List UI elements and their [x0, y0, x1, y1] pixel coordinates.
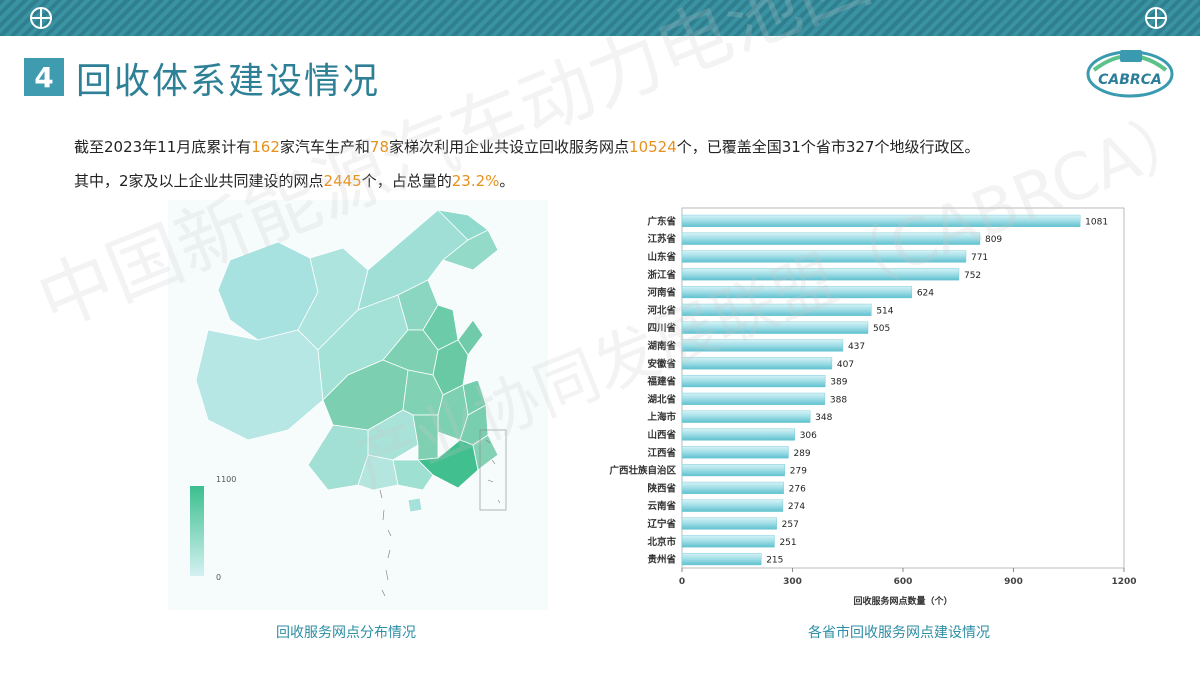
bar: [681, 250, 967, 263]
category-label: 广东省: [647, 215, 676, 227]
page-title: 回收体系建设情况: [76, 61, 381, 102]
bar: [681, 464, 785, 477]
legend-max-label: 1100: [216, 475, 236, 484]
value-label: 407: [837, 360, 854, 370]
value-label: 348: [815, 413, 832, 423]
bar: [681, 410, 811, 423]
category-label: 福建省: [646, 376, 676, 388]
legend-min-label: 0: [216, 573, 221, 582]
value-label: 276: [789, 484, 806, 494]
value-label: 514: [876, 306, 893, 316]
value-label: 279: [790, 467, 807, 477]
x-tick-label: 600: [894, 577, 913, 587]
value-label: 1081: [1085, 217, 1108, 227]
bar: [681, 481, 784, 494]
value-label: 215: [766, 556, 783, 566]
bar: [681, 339, 844, 352]
crosshair-icon: [1145, 7, 1167, 29]
value-label: 306: [800, 431, 817, 441]
bar: [681, 268, 960, 281]
category-label: 贵州省: [647, 554, 676, 566]
bar: [681, 286, 913, 299]
x-tick-label: 1200: [1111, 577, 1136, 587]
summary-line-2: 其中，2家及以上企业共同建设的网点2445个，占总量的23.2%。: [74, 172, 515, 190]
category-label: 广西壮族自治区: [609, 465, 676, 477]
crosshair-icon: [30, 7, 52, 29]
value-label: 752: [964, 271, 981, 281]
category-label: 云南省: [647, 500, 676, 512]
value-label: 389: [830, 378, 847, 388]
category-label: 湖南省: [647, 340, 676, 352]
bar: [681, 499, 784, 512]
cabrca-logo: CABRCA: [1086, 50, 1174, 98]
category-label: 四川省: [647, 322, 676, 334]
bar: [681, 553, 762, 566]
category-label: 上海市: [647, 411, 676, 423]
chart-caption: 各省市回收服务网点建设情况: [808, 625, 990, 641]
category-label: 湖北省: [647, 393, 676, 405]
value-label: 388: [830, 395, 847, 405]
value-label: 257: [782, 520, 799, 530]
bar: [681, 535, 775, 548]
x-axis-label: 回收服务网点数量（个）: [853, 595, 952, 607]
x-tick-label: 900: [1004, 577, 1023, 587]
value-label: 251: [779, 538, 796, 548]
logo-text: CABRCA: [1098, 72, 1162, 88]
category-label: 辽宁省: [647, 518, 676, 530]
category-label: 北京市: [647, 536, 676, 548]
category-label: 江苏省: [647, 233, 676, 245]
value-label: 437: [848, 342, 865, 352]
bar: [681, 392, 826, 405]
bar: [681, 303, 872, 316]
bar: [681, 321, 869, 334]
category-label: 江西省: [647, 447, 676, 459]
bar: [681, 428, 795, 441]
value-label: 771: [971, 253, 988, 263]
x-tick-label: 0: [679, 577, 685, 587]
summary-line-1: 截至2023年11月底累计有162家汽车生产和78家梯次利用企业共设立回收服务网…: [74, 138, 980, 156]
value-label: 809: [985, 235, 1002, 245]
category-label: 河北省: [647, 304, 676, 316]
top-banner: [0, 0, 1200, 36]
map-panel: 1100 0: [168, 200, 548, 610]
category-label: 安徽省: [647, 358, 676, 370]
china-map: 1100 0: [190, 209, 507, 597]
map-caption: 回收服务网点分布情况: [276, 625, 416, 641]
value-label: 505: [873, 324, 890, 334]
category-label: 河南省: [647, 287, 676, 299]
value-label: 289: [793, 449, 810, 459]
bar: [681, 214, 1081, 227]
bar: [681, 375, 826, 388]
bar: [681, 357, 833, 370]
bar: [681, 232, 981, 245]
section-number: 4: [24, 58, 64, 96]
bar-chart: 广东省 1081 江苏省 809 山东省 771 浙江省 752 河南省 624 河北省 514 四川省…: [609, 207, 1137, 607]
bar: [681, 446, 789, 459]
category-label: 山西省: [647, 429, 676, 441]
category-label: 浙江省: [647, 269, 676, 281]
chart-panel: 广东省 1081 江苏省 809 山东省 771 浙江省 752 河南省 624 河北省 514 四川省…: [568, 204, 1140, 616]
x-tick-label: 300: [783, 577, 802, 587]
value-label: 274: [788, 502, 805, 512]
category-label: 陕西省: [647, 482, 676, 494]
category-label: 山东省: [647, 251, 676, 263]
legend-gradient: [190, 486, 204, 576]
bar: [681, 517, 777, 530]
value-label: 624: [917, 289, 934, 299]
